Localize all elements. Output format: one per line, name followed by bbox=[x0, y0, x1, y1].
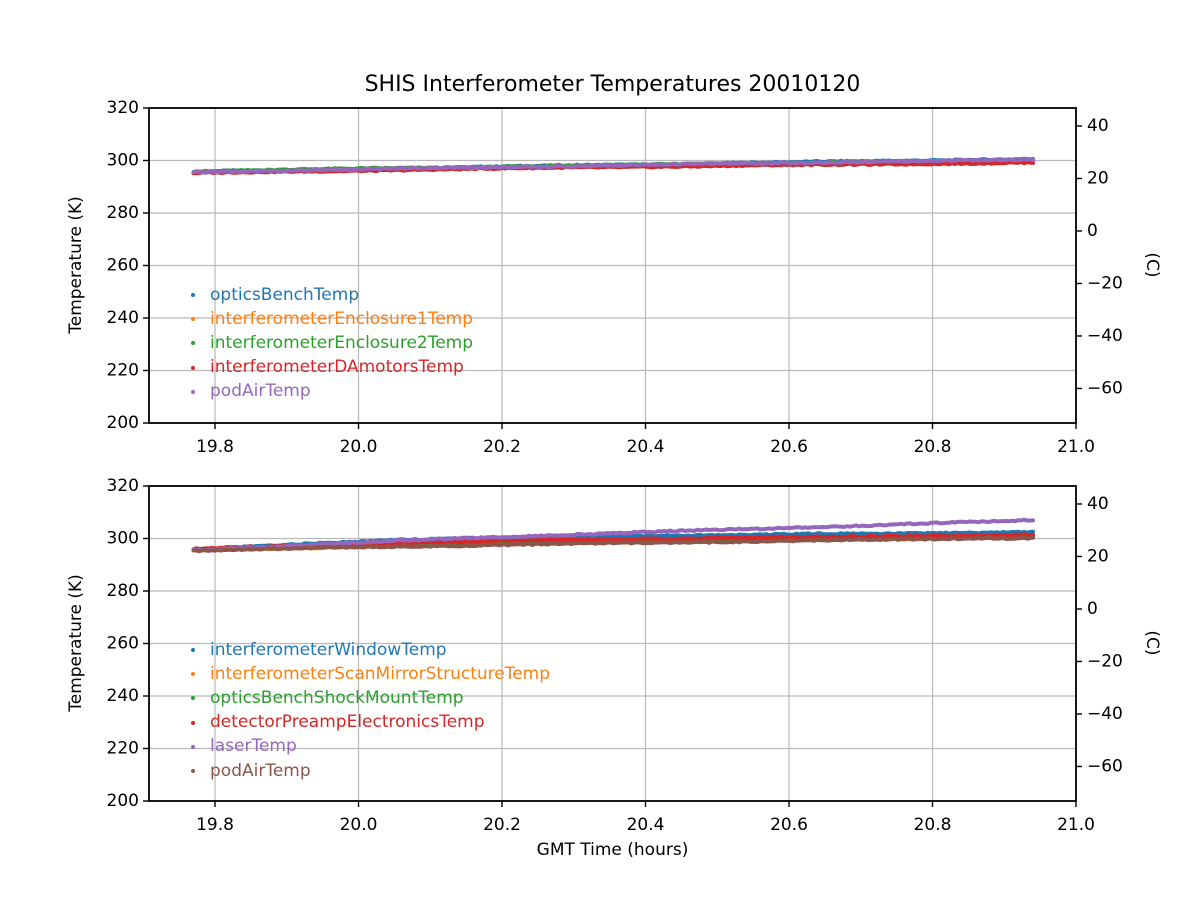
legend-item-label: opticsBenchShockMountTemp bbox=[210, 687, 464, 708]
y-tick-label-kelvin: 300 bbox=[107, 529, 139, 549]
legend-item-label: laserTemp bbox=[210, 736, 297, 757]
series-line-podAirTemp bbox=[191, 535, 1035, 554]
y-tick-label-celsius: 0 bbox=[1087, 599, 1098, 619]
x-tick-label: 21.0 bbox=[1057, 437, 1095, 457]
y-tick-label-kelvin: 280 bbox=[107, 581, 139, 601]
legend-item: interferometerEnclosure2Temp bbox=[191, 331, 473, 355]
y-tick-label-kelvin: 280 bbox=[107, 203, 139, 223]
x-tick-label: 20.8 bbox=[914, 437, 952, 457]
xlabel-gmt-time: GMT Time (hours) bbox=[536, 840, 689, 860]
legend-item-label: interferometerEnclosure1Temp bbox=[210, 308, 474, 329]
x-tick-label: 20.6 bbox=[770, 815, 808, 835]
legend-item-label: interferometerScanMirrorStructureTemp bbox=[210, 663, 551, 684]
legend-item: interferometerWindowTemp bbox=[191, 638, 550, 662]
y-tick-label-kelvin: 220 bbox=[107, 361, 139, 381]
legend-marker-dot bbox=[191, 389, 195, 394]
legend-marker-dot bbox=[191, 365, 195, 370]
x-tick-label: 20.4 bbox=[627, 437, 665, 457]
y-tick-label-kelvin: 260 bbox=[107, 256, 139, 276]
x-tick-label: 20.0 bbox=[340, 437, 378, 457]
figure-title: SHIS Interferometer Temperatures 2001012… bbox=[364, 72, 861, 97]
x-tick-label: 21.0 bbox=[1057, 815, 1095, 835]
y-tick-label-kelvin: 240 bbox=[107, 308, 139, 328]
y-tick-label-kelvin: 320 bbox=[107, 98, 139, 118]
y-tick-label-celsius: −60 bbox=[1087, 378, 1123, 398]
legend-bottom-chart: interferometerWindowTemp interferometerSc… bbox=[191, 638, 550, 783]
legend-item: detectorPreampElectronicsTemp bbox=[191, 711, 550, 735]
right-ylabel-top-celsius: (C) bbox=[1142, 252, 1162, 278]
y-tick-label-kelvin: 320 bbox=[107, 476, 139, 496]
legend-marker-dot bbox=[191, 720, 195, 725]
legend-item-label: podAirTemp bbox=[210, 760, 311, 781]
ylabel-top-temperature-k: Temperature (K) bbox=[66, 196, 86, 334]
legend-item-label: interferometerDAmotorsTemp bbox=[210, 357, 464, 378]
x-tick-label: 20.8 bbox=[914, 815, 952, 835]
legend-top-chart: opticsBenchTemp interferometerEnclosure1T… bbox=[191, 283, 473, 404]
legend-item: opticsBenchShockMountTemp bbox=[191, 686, 550, 710]
legend-item-label: interferometerEnclosure2Temp bbox=[210, 332, 474, 353]
legend-item: podAirTemp bbox=[191, 380, 473, 404]
legend-marker-dot bbox=[191, 769, 195, 774]
x-tick-label: 20.0 bbox=[340, 815, 378, 835]
chart-bottom: 19.8 20.0 20.2 20.4 20.6 20.8 21.0200220240260… bbox=[107, 476, 1123, 835]
y-tick-label-kelvin: 240 bbox=[107, 686, 139, 706]
legend-item: laserTemp bbox=[191, 735, 550, 759]
y-tick-label-celsius: −40 bbox=[1087, 326, 1123, 346]
x-tick-label: 20.2 bbox=[483, 815, 521, 835]
y-tick-label-celsius: −40 bbox=[1087, 704, 1123, 724]
legend-marker-dot bbox=[191, 744, 195, 749]
x-tick-label: 19.8 bbox=[196, 815, 234, 835]
legend-marker-dot bbox=[191, 696, 195, 701]
y-tick-label-celsius: 40 bbox=[1087, 494, 1109, 514]
legend-marker-dot bbox=[191, 672, 195, 677]
legend-marker-dot bbox=[191, 341, 195, 346]
legend-item-label: opticsBenchTemp bbox=[210, 284, 360, 305]
legend-item-label: detectorPreampElectronicsTemp bbox=[210, 712, 485, 733]
legend-marker-dot bbox=[191, 317, 195, 322]
x-tick-label: 20.2 bbox=[483, 437, 521, 457]
y-tick-label-celsius: −60 bbox=[1087, 756, 1123, 776]
ylabel-bottom-temperature-k: Temperature (K) bbox=[66, 574, 86, 712]
y-tick-label-kelvin: 220 bbox=[107, 739, 139, 759]
legend-marker-dot bbox=[191, 293, 195, 298]
y-tick-label-celsius: −20 bbox=[1087, 651, 1123, 671]
y-tick-label-celsius: 0 bbox=[1087, 221, 1098, 241]
legend-item: interferometerDAmotorsTemp bbox=[191, 356, 473, 380]
right-ylabel-bottom-celsius: (C) bbox=[1142, 630, 1162, 656]
series-line-laserTemp bbox=[191, 517, 1035, 553]
chart-top: 19.8 20.0 20.2 20.4 20.6 20.8 21.0200220240260… bbox=[107, 98, 1123, 457]
y-tick-label-celsius: 20 bbox=[1087, 546, 1109, 566]
y-tick-label-celsius: 40 bbox=[1087, 116, 1109, 136]
legend-item: interferometerEnclosure1Temp bbox=[191, 307, 473, 331]
legend-marker-dot bbox=[191, 648, 195, 653]
y-tick-label-kelvin: 260 bbox=[107, 634, 139, 654]
y-tick-label-celsius: −20 bbox=[1087, 273, 1123, 293]
legend-item: opticsBenchTemp bbox=[191, 283, 473, 307]
y-tick-label-kelvin: 200 bbox=[107, 413, 139, 433]
legend-item: interferometerScanMirrorStructureTemp bbox=[191, 662, 550, 686]
x-tick-label: 20.6 bbox=[770, 437, 808, 457]
series-line-podAirTemp bbox=[191, 157, 1035, 175]
legend-item-label: interferometerWindowTemp bbox=[210, 639, 447, 660]
legend-item-label: podAirTemp bbox=[210, 381, 311, 402]
y-tick-label-kelvin: 200 bbox=[107, 791, 139, 811]
y-tick-label-kelvin: 300 bbox=[107, 151, 139, 171]
x-tick-label: 19.8 bbox=[196, 437, 234, 457]
legend-item: podAirTemp bbox=[191, 759, 550, 783]
y-tick-label-celsius: 20 bbox=[1087, 168, 1109, 188]
x-tick-label: 20.4 bbox=[627, 815, 665, 835]
